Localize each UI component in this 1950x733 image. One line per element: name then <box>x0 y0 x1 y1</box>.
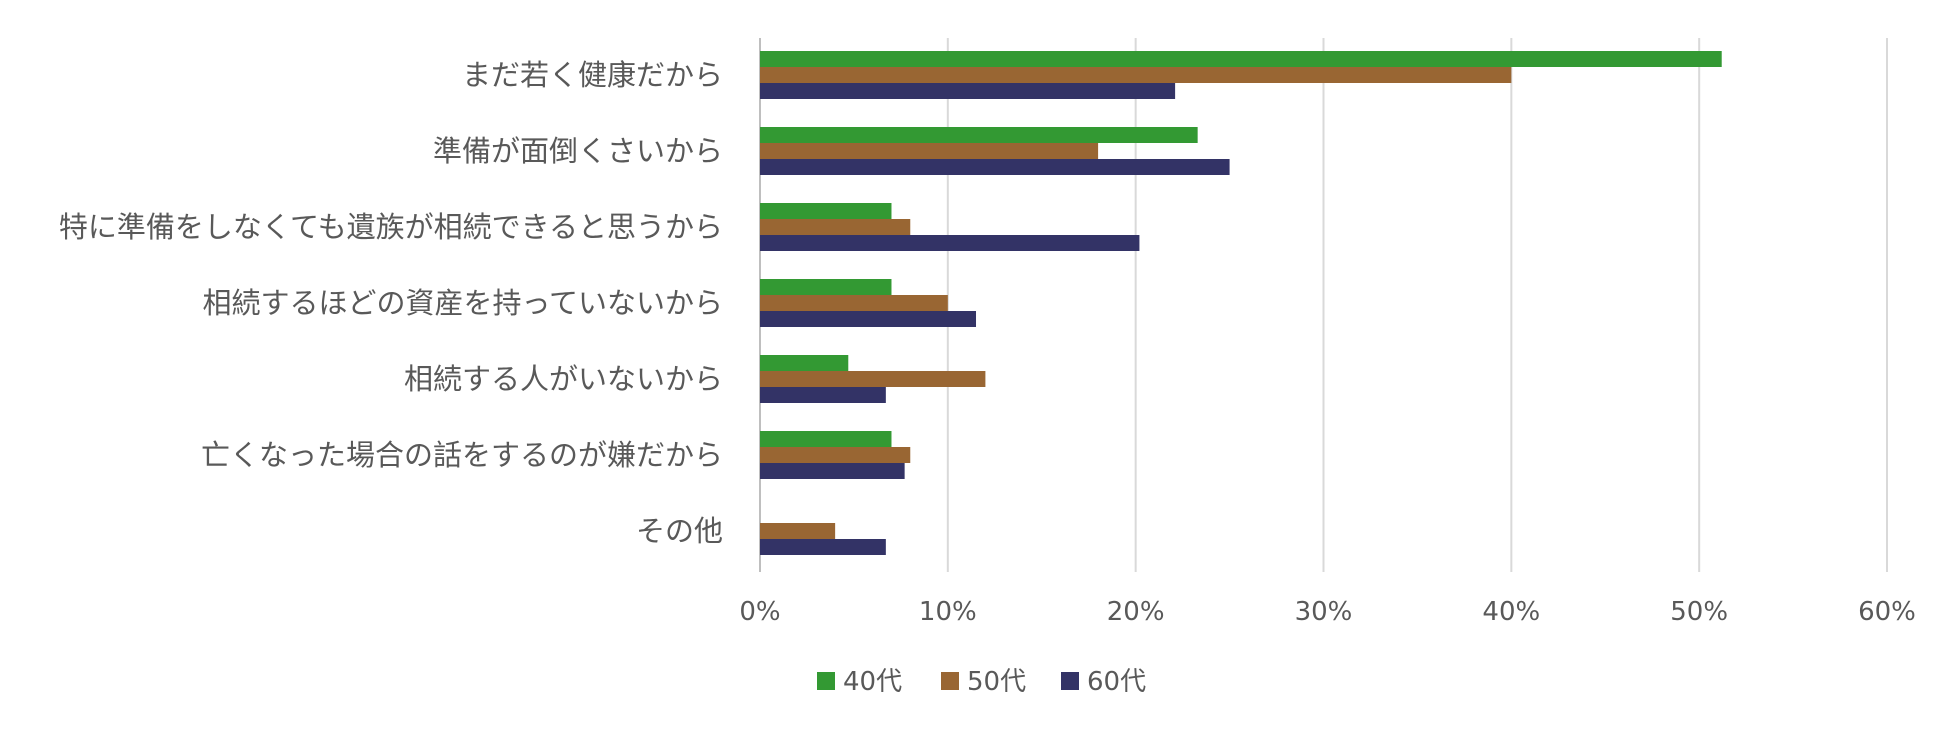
legend-label-2: 60代 <box>1087 667 1146 697</box>
bar-60代-0 <box>760 83 1176 99</box>
category-label: まだ若く健康だから <box>462 58 723 92</box>
legend-label-0: 40代 <box>843 667 902 697</box>
x-tick-label: 0% <box>739 597 780 627</box>
category-label: 相続するほどの資産を持っていないから <box>202 286 723 320</box>
legend-label-1: 50代 <box>967 667 1026 697</box>
category-labels: まだ若く健康だから準備が面倒くさいから特に準備をしなくても遺族が相続できると思う… <box>59 58 723 548</box>
bar-50代-1 <box>760 143 1099 159</box>
x-tick-label: 60% <box>1858 597 1916 627</box>
bar-50代-6 <box>760 523 836 539</box>
bar-60代-3 <box>760 311 977 327</box>
x-axis-tick-labels: 0% 10% 20% 30% 40% 50% 60% <box>739 597 1916 627</box>
bar-60代-1 <box>760 159 1230 175</box>
bars <box>760 51 1722 555</box>
legend-swatch-1 <box>941 672 959 690</box>
bar-60代-2 <box>760 235 1140 251</box>
bar-60代-4 <box>760 387 886 403</box>
category-label: 準備が面倒くさいから <box>433 134 723 168</box>
category-label: 相続する人がいないから <box>404 362 723 396</box>
x-tick-label: 50% <box>1670 597 1728 627</box>
legend-swatch-2 <box>1061 672 1079 690</box>
bar-40代-4 <box>760 355 849 371</box>
bar-50代-4 <box>760 371 986 387</box>
bar-40代-1 <box>760 127 1198 143</box>
legend-swatch-0 <box>817 672 835 690</box>
x-tick-label: 30% <box>1295 597 1353 627</box>
bar-40代-3 <box>760 279 892 295</box>
category-label: その他 <box>636 514 723 548</box>
bar-50代-5 <box>760 447 911 463</box>
bar-40代-5 <box>760 431 892 447</box>
x-tick-label: 10% <box>919 597 977 627</box>
legend: 40代 50代 60代 <box>817 667 1146 697</box>
bar-40代-2 <box>760 203 892 219</box>
bar-60代-5 <box>760 463 905 479</box>
bar-50代-3 <box>760 295 948 311</box>
x-tick-label: 40% <box>1482 597 1540 627</box>
bar-50代-2 <box>760 219 911 235</box>
bar-50代-0 <box>760 67 1512 83</box>
category-label: 特に準備をしなくても遺族が相続できると思うから <box>59 210 723 244</box>
bar-60代-6 <box>760 539 886 555</box>
category-label: 亡くなった場合の話をするのが嫌だから <box>201 438 723 472</box>
x-tick-label: 20% <box>1107 597 1165 627</box>
bar-40代-0 <box>760 51 1722 67</box>
